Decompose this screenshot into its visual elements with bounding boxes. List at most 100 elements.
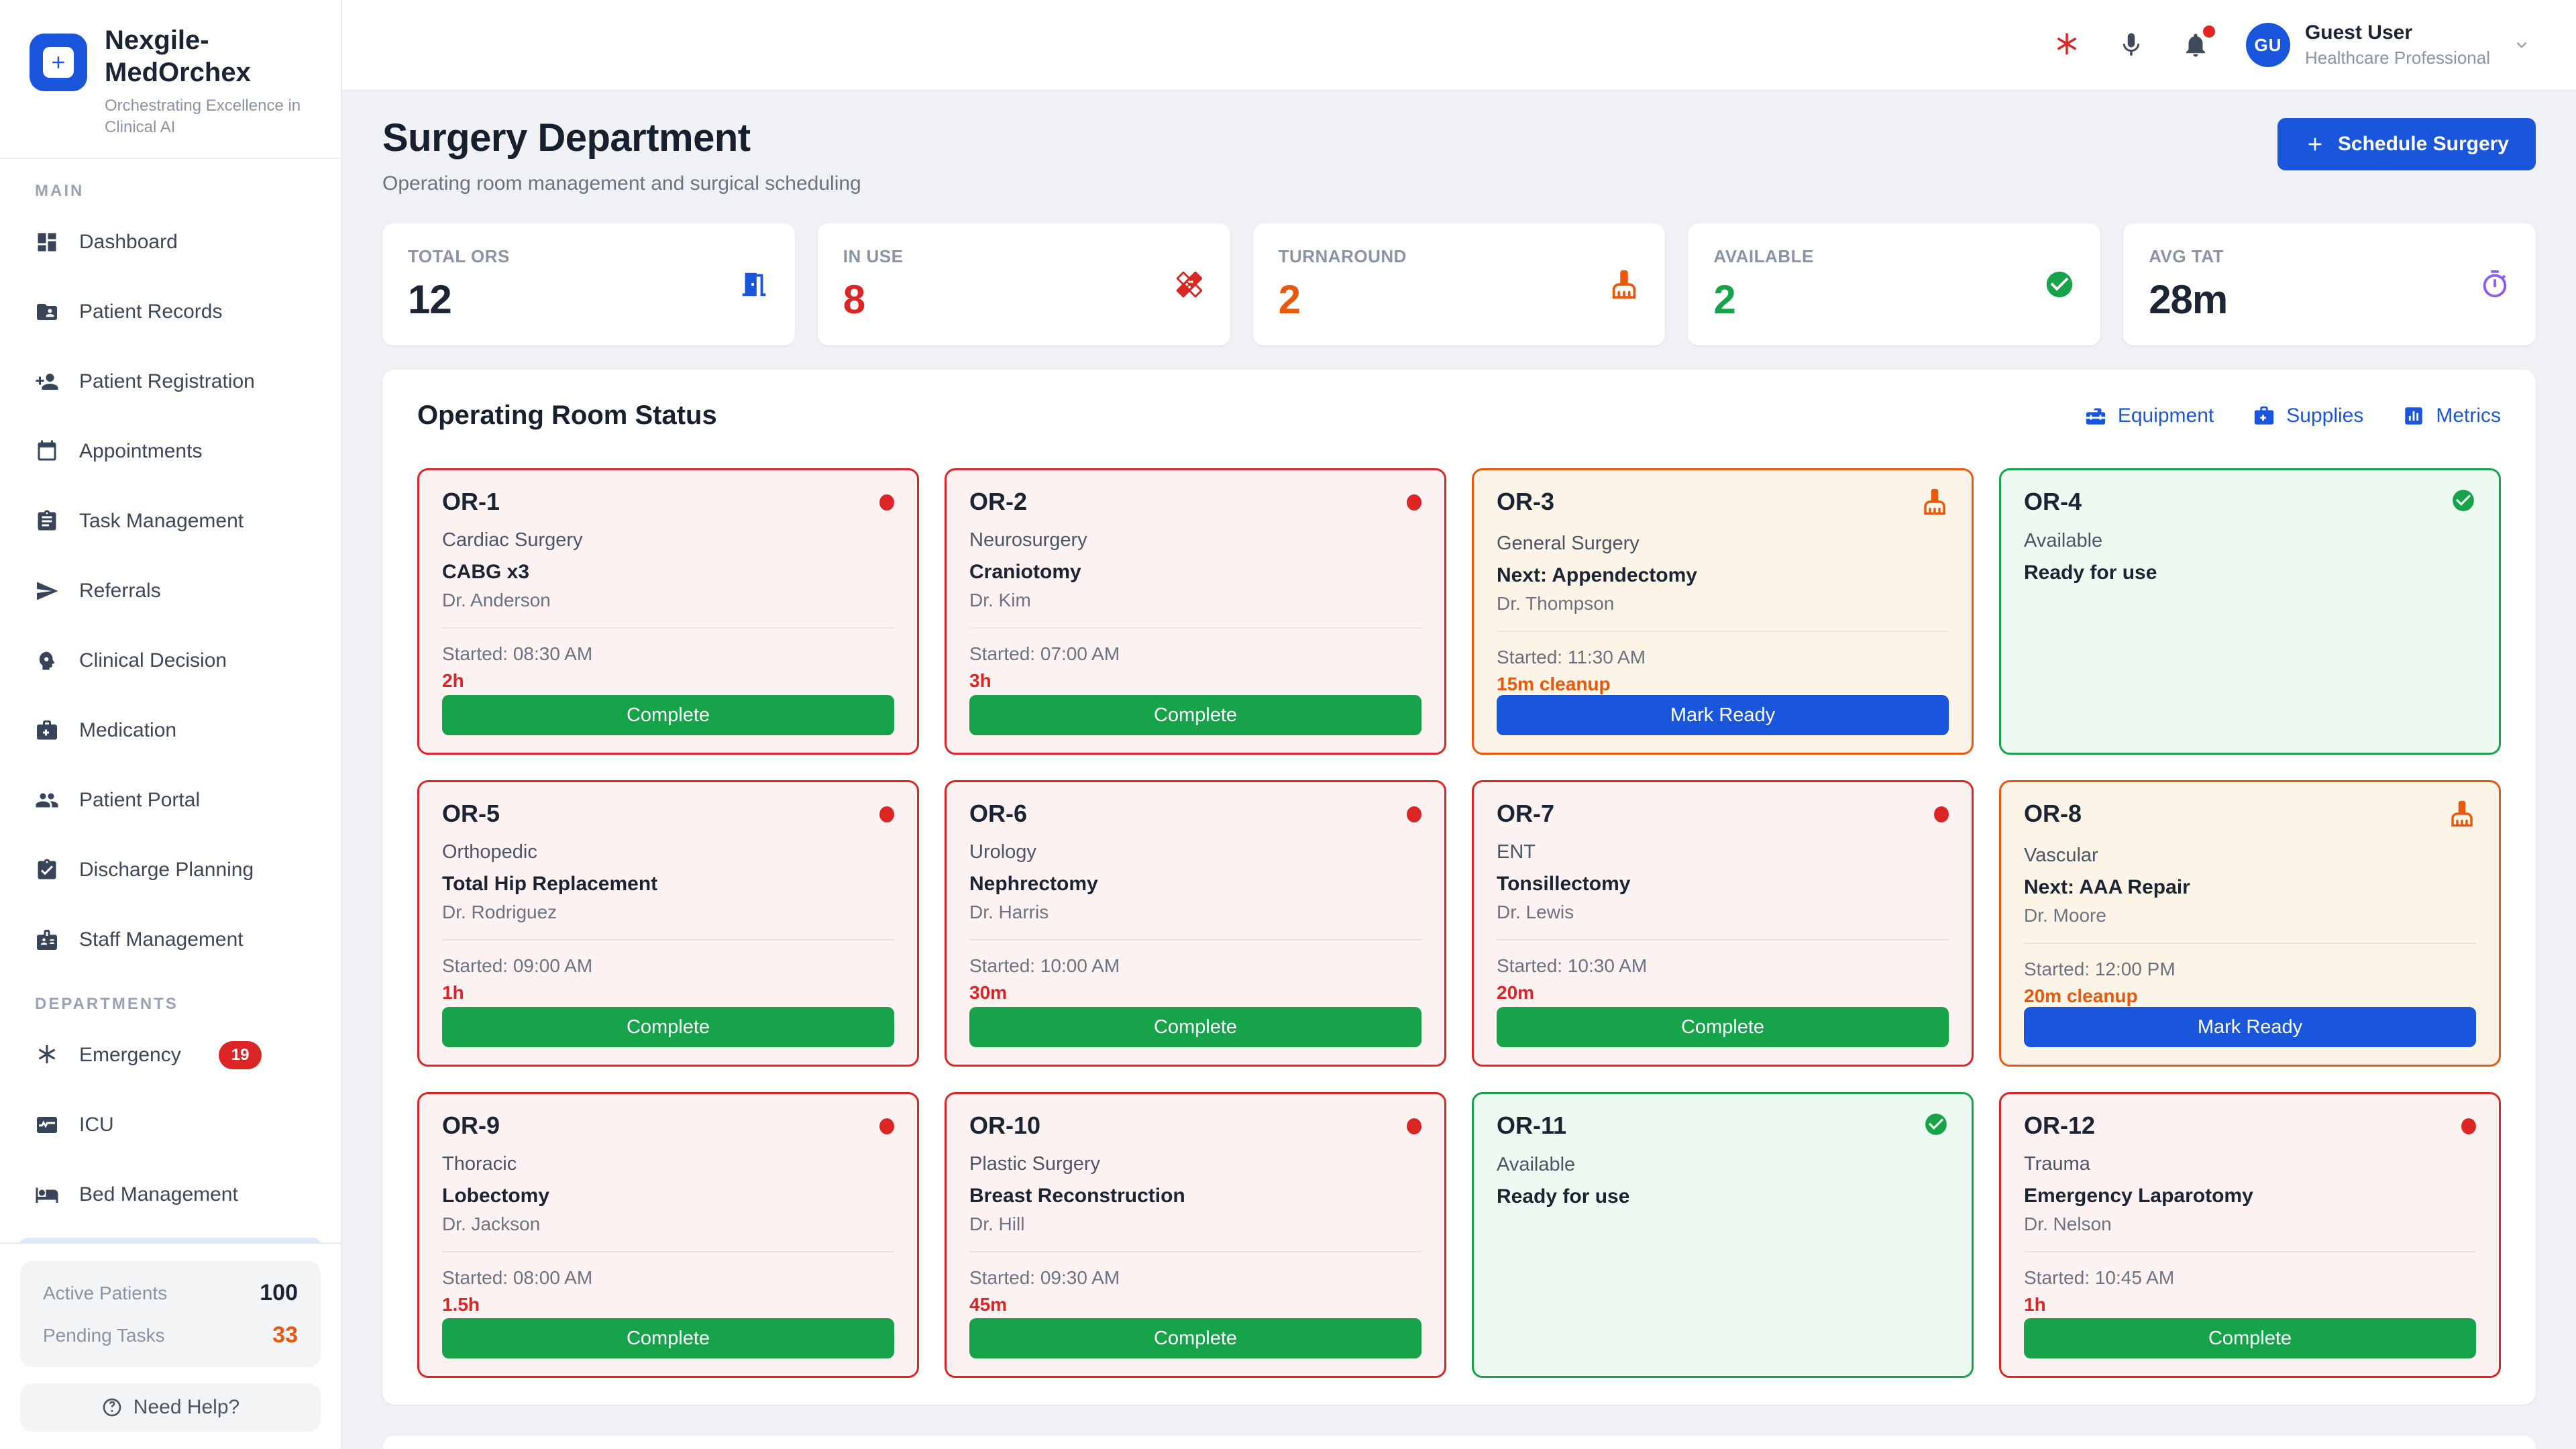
sidebar-item-label: Task Management <box>79 509 244 532</box>
calendar-icon <box>38 440 56 461</box>
sidebar-item-patient-portal[interactable]: Patient Portal <box>19 773 322 827</box>
sidebar-item-patient-registration[interactable]: Patient Registration <box>19 355 322 409</box>
in-use-dot <box>879 494 894 511</box>
sidebar-item-task-management[interactable]: Task Management <box>19 494 322 548</box>
or-title: OR-5 <box>442 800 500 827</box>
stat-card-total-ors: TOTAL ORS 12 <box>382 223 795 345</box>
complete-button[interactable]: Complete <box>969 1318 1421 1358</box>
complete-button[interactable]: Complete <box>442 1318 894 1358</box>
or-started-time: Started: 10:30 AM <box>1497 955 1648 976</box>
sidebar-item-appointments[interactable]: Appointments <box>19 425 322 478</box>
or-started-time: Started: 10:00 AM <box>969 955 1120 976</box>
or-title: OR-4 <box>2024 488 2082 515</box>
or-specialty: ENT <box>1497 841 1536 863</box>
or-duration: 1h <box>442 982 464 1003</box>
user-menu[interactable]: GU Guest User Healthcare Professional <box>2245 21 2532 68</box>
or-started-time: Started: 11:30 AM <box>1497 647 1646 667</box>
topbar: GU Guest User Healthcare Professional <box>342 0 2576 91</box>
divider <box>442 627 894 629</box>
complete-button[interactable]: Complete <box>969 1007 1421 1047</box>
dashboard-icon <box>38 233 56 252</box>
or-duration: 45m <box>969 1294 1008 1315</box>
clipboard-icon <box>38 510 56 531</box>
or-procedure: Craniotomy <box>969 561 1081 583</box>
or-specialty: Available <box>2024 530 2103 551</box>
complete-button[interactable]: Complete <box>442 1007 894 1047</box>
avatar: GU <box>2245 23 2290 67</box>
bed-icon <box>36 1187 58 1203</box>
nav-section-label: MAIN <box>35 181 85 200</box>
or-title: OR-6 <box>969 800 1028 827</box>
or-doctor: Dr. Lewis <box>1497 902 1574 922</box>
sidebar-item-clinical-decision[interactable]: Clinical Decision <box>19 634 322 688</box>
summary-row: Pending Tasks 33 <box>43 1322 298 1348</box>
sidebar-item-label: Patient Records <box>79 300 223 323</box>
or-card-or-3: OR-3 General Surgery Next: Appendectomy Dr.… <box>1472 468 1974 755</box>
or-doctor: Dr. Hill <box>969 1214 1025 1234</box>
mark-ready-button[interactable]: Mark Ready <box>1497 695 1949 735</box>
in-use-dot <box>879 1118 894 1134</box>
schedule-surgery-button[interactable]: Schedule Surgery <box>2277 118 2536 170</box>
notification-dot <box>2202 25 2215 38</box>
broom-icon <box>2451 800 2473 827</box>
complete-button[interactable]: Complete <box>969 695 1421 735</box>
or-panel-links: Equipment Supplies Metrics <box>2084 405 2501 427</box>
app-title: Nexgile-MedOrchex <box>105 25 251 87</box>
or-procedure: Emergency Laparotomy <box>2024 1185 2253 1207</box>
or-specialty: Thoracic <box>442 1153 517 1175</box>
in-use-dot <box>1407 1118 1421 1134</box>
or-specialty: Cardiac Surgery <box>442 529 583 551</box>
sidebar-item-discharge-planning[interactable]: Discharge Planning <box>19 843 322 897</box>
or-specialty: General Surgery <box>1497 533 1640 554</box>
sidebar-item-bed-management[interactable]: Bed Management <box>19 1168 322 1222</box>
sidebar-item-staff-management[interactable]: Staff Management <box>19 913 322 967</box>
stat-label: AVG TAT <box>2149 246 2224 266</box>
or-started-time: Started: 10:45 AM <box>2024 1267 2175 1288</box>
complete-button[interactable]: Complete <box>1497 1007 1949 1047</box>
or-title: OR-11 <box>1497 1112 1567 1139</box>
or-card-or-10: OR-10 Plastic Surgery Breast Reconstructio… <box>945 1092 1446 1378</box>
head-gear-icon <box>39 651 55 670</box>
or-procedure: Tonsillectomy <box>1497 873 1631 895</box>
sidebar-item-dashboard[interactable]: Dashboard <box>19 215 322 269</box>
sidebar-item-label: ICU <box>79 1113 114 1136</box>
sidebar-item-medication[interactable]: Medication <box>19 704 322 757</box>
rooms-grid: OR-1 Cardiac Surgery CABG x3 Dr. Anderson St… <box>417 468 2501 1378</box>
voice-input-button[interactable] <box>2117 31 2145 59</box>
sidebar-item-partial-active[interactable] <box>19 1237 322 1242</box>
or-doctor: Dr. Moore <box>2024 905 2106 926</box>
panel-link-equipment[interactable]: Equipment <box>2084 405 2214 427</box>
analytics-icon <box>2405 407 2423 425</box>
divider <box>969 627 1421 629</box>
or-specialty: Neurosurgery <box>969 529 1087 551</box>
or-card-or-5: OR-5 Orthopedic Total Hip Replacement Dr. R… <box>417 780 919 1067</box>
stat-label: AVAILABLE <box>1713 246 1814 266</box>
notifications-button[interactable] <box>2182 25 2215 59</box>
panel-link-metrics[interactable]: Metrics <box>2402 405 2501 427</box>
or-procedure: Total Hip Replacement <box>442 873 658 895</box>
or-doctor: Dr. Nelson <box>2024 1214 2112 1234</box>
stat-card-in-use: IN USE 8 <box>817 223 1230 345</box>
emergency-alert-button[interactable] <box>2053 31 2081 59</box>
need-help-button[interactable]: Need Help? <box>20 1383 321 1432</box>
people-icon <box>36 793 58 808</box>
person-add-icon <box>36 373 58 390</box>
user-role: Healthcare Professional <box>2304 48 2490 68</box>
or-duration: 1.5h <box>442 1294 480 1315</box>
complete-button[interactable]: Complete <box>442 695 894 735</box>
mark-ready-button[interactable]: Mark Ready <box>2024 1007 2476 1047</box>
sidebar-item-icu[interactable]: ICU <box>19 1098 322 1152</box>
divider <box>442 939 894 941</box>
main-area: GU Guest User Healthcare Professional Su… <box>342 0 2576 1449</box>
sidebar-item-referrals[interactable]: Referrals <box>19 564 322 618</box>
sidebar-item-patient-records[interactable]: Patient Records <box>19 285 322 339</box>
or-specialty: Plastic Surgery <box>969 1153 1101 1175</box>
panel-link-supplies[interactable]: Supplies <box>2253 405 2363 427</box>
or-specialty: Available <box>1497 1154 1576 1175</box>
sidebar-item-label: Appointments <box>79 439 203 462</box>
complete-button[interactable]: Complete <box>2024 1318 2476 1358</box>
next-section-card-partial <box>382 1436 2536 1449</box>
or-specialty: Urology <box>969 841 1036 863</box>
panel-link-label: Equipment <box>2117 404 2214 427</box>
sidebar-item-emergency[interactable]: Emergency 19 <box>19 1028 322 1082</box>
